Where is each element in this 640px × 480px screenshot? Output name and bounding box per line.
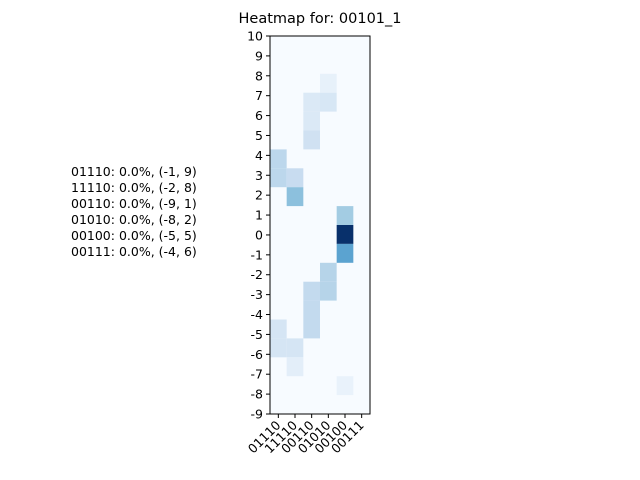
heatmap-cell <box>270 319 287 339</box>
y-tick-label: -6 <box>251 347 264 362</box>
y-tick-label: 8 <box>255 68 263 83</box>
y-tick-label: -7 <box>251 367 263 382</box>
heatmap-cell <box>303 111 320 131</box>
y-tick-label: -8 <box>251 387 264 402</box>
y-tick-label: 6 <box>255 108 263 123</box>
y-tick-label: 3 <box>255 168 263 183</box>
heatmap-cell <box>336 243 354 263</box>
heatmap-cell <box>270 168 287 188</box>
heatmap-cell <box>303 300 320 320</box>
heatmap-cell <box>320 281 337 301</box>
heatmap-cell <box>303 92 320 112</box>
heatmap-cell <box>320 92 337 112</box>
side-label: 01110: 0.0%, (-1, 9) <box>71 164 197 179</box>
y-tick-label: 4 <box>255 148 263 163</box>
chart-title: Heatmap for: 00101_1 <box>238 11 402 27</box>
y-tick-label: -5 <box>251 327 263 342</box>
heatmap-cell <box>286 168 304 188</box>
heatmap-cell <box>320 262 337 282</box>
y-tick-label: 0 <box>255 227 263 242</box>
y-tick-label: 1 <box>255 208 263 223</box>
heatmap-cell <box>303 130 320 150</box>
side-label: 01010: 0.0%, (-8, 2) <box>71 212 197 227</box>
plot-frame <box>269 35 371 415</box>
heatmap-cell <box>286 357 304 377</box>
side-label: 11110: 0.0%, (-2, 8) <box>71 180 197 195</box>
heatmap-cell <box>270 338 287 358</box>
heatmap-cell <box>286 187 304 207</box>
y-tick-label: 5 <box>255 128 263 143</box>
y-tick-label: 9 <box>255 48 263 63</box>
heatmap-cell <box>303 281 320 301</box>
y-tick-label: -3 <box>251 287 263 302</box>
y-tick-label: -1 <box>251 247 263 262</box>
heatmap-cell <box>336 225 354 244</box>
y-tick-label: 10 <box>247 29 263 44</box>
heatmap-cell <box>286 338 304 358</box>
y-tick-label: 2 <box>255 188 263 203</box>
side-label: 00100: 0.0%, (-5, 5) <box>71 228 197 243</box>
y-tick-label: 7 <box>255 88 263 103</box>
heatmap-cell <box>270 149 287 169</box>
heatmap-cell <box>336 206 354 225</box>
side-label: 00111: 0.0%, (-4, 6) <box>71 244 197 259</box>
y-tick-label: -4 <box>251 307 264 322</box>
y-tick-label: -9 <box>251 407 264 422</box>
heatmap-cell <box>336 376 354 396</box>
side-label: 00110: 0.0%, (-9, 1) <box>71 196 197 211</box>
y-tick-label: -2 <box>251 267 263 282</box>
heatmap-cell <box>303 319 320 339</box>
heatmap-cell <box>320 73 337 93</box>
